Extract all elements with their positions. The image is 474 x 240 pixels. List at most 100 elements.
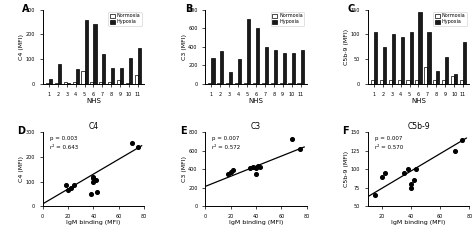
Bar	[76, 69, 79, 84]
Point	[412, 167, 419, 171]
Bar	[55, 83, 58, 84]
Bar	[82, 72, 84, 84]
Text: r² = 0.572: r² = 0.572	[212, 145, 240, 150]
Bar	[247, 19, 250, 84]
Text: r² = 0.643: r² = 0.643	[50, 145, 78, 150]
Bar	[371, 80, 374, 84]
Point	[255, 165, 262, 168]
Text: p = 0.003: p = 0.003	[50, 136, 77, 141]
Bar	[220, 51, 223, 84]
Point	[451, 149, 458, 153]
Bar	[301, 49, 304, 84]
Bar	[126, 83, 129, 84]
Bar	[436, 72, 439, 84]
Text: p = 0.007: p = 0.007	[212, 136, 240, 141]
Y-axis label: C4 (MFI): C4 (MFI)	[19, 156, 24, 182]
Bar	[442, 80, 445, 84]
Point	[408, 186, 415, 190]
Bar	[380, 80, 383, 84]
Bar	[49, 79, 52, 84]
Bar	[451, 76, 454, 84]
Y-axis label: C3 (MFI): C3 (MFI)	[182, 34, 187, 60]
Text: C: C	[347, 4, 355, 14]
Point	[227, 170, 234, 174]
Point	[400, 171, 408, 175]
Point	[229, 168, 237, 172]
Legend: Normoxia, Hypoxia: Normoxia, Hypoxia	[433, 12, 467, 26]
Point	[71, 183, 78, 187]
Point	[128, 141, 136, 145]
Bar	[410, 32, 413, 84]
Point	[288, 137, 295, 141]
Point	[408, 182, 415, 186]
Bar	[383, 47, 386, 84]
Point	[381, 171, 389, 175]
Bar	[460, 80, 463, 84]
Bar	[392, 34, 395, 84]
X-axis label: NHS: NHS	[248, 98, 264, 104]
Bar	[102, 54, 106, 84]
Point	[224, 172, 232, 176]
Bar	[283, 53, 286, 84]
Point	[378, 175, 386, 179]
Legend: Normoxia, Hypoxia: Normoxia, Hypoxia	[271, 12, 304, 26]
Point	[371, 193, 379, 197]
Point	[250, 166, 257, 169]
Bar	[292, 53, 295, 84]
Bar	[135, 75, 138, 84]
Bar	[415, 80, 419, 84]
Point	[297, 147, 304, 151]
Y-axis label: C5b-9 (MFI): C5b-9 (MFI)	[344, 29, 349, 65]
Bar	[46, 83, 49, 84]
Title: C5b-9: C5b-9	[407, 122, 430, 131]
Bar	[265, 47, 268, 84]
Y-axis label: C4 (MFI): C4 (MFI)	[19, 34, 24, 60]
Bar	[428, 32, 430, 84]
Text: B: B	[185, 4, 192, 14]
Point	[90, 176, 97, 180]
X-axis label: NHS: NHS	[411, 98, 426, 104]
Text: E: E	[180, 126, 186, 136]
Bar	[433, 80, 436, 84]
Bar	[389, 80, 392, 84]
Bar	[238, 59, 241, 84]
Bar	[117, 80, 120, 84]
Bar	[229, 72, 232, 84]
Point	[90, 180, 97, 184]
Title: C4: C4	[88, 122, 99, 131]
Point	[90, 175, 97, 179]
Point	[92, 179, 100, 182]
Point	[252, 166, 260, 170]
Point	[410, 179, 418, 182]
Point	[252, 172, 260, 176]
Point	[256, 166, 264, 169]
Bar	[120, 68, 123, 84]
X-axis label: IgM binding (MFI): IgM binding (MFI)	[66, 220, 121, 225]
Bar	[406, 80, 410, 84]
Text: D: D	[17, 126, 25, 136]
Bar	[91, 82, 93, 84]
Bar	[108, 82, 111, 84]
Title: C3: C3	[251, 122, 261, 131]
Bar	[67, 83, 70, 84]
Point	[64, 188, 72, 192]
Bar	[419, 12, 421, 84]
Bar	[93, 24, 97, 84]
Text: p = 0.007: p = 0.007	[375, 136, 402, 141]
Bar	[398, 80, 401, 84]
Text: F: F	[342, 126, 349, 136]
Bar	[138, 48, 141, 84]
Bar	[401, 37, 404, 84]
Point	[67, 186, 74, 190]
Bar	[463, 42, 466, 84]
Y-axis label: C5b-9 (MFI): C5b-9 (MFI)	[344, 151, 349, 187]
Bar	[445, 57, 448, 84]
Bar	[64, 82, 67, 84]
Bar	[111, 68, 114, 84]
Bar	[424, 66, 428, 84]
X-axis label: NHS: NHS	[86, 98, 101, 104]
Bar	[84, 19, 88, 84]
Point	[246, 166, 254, 170]
Point	[458, 138, 466, 142]
Point	[404, 167, 412, 171]
